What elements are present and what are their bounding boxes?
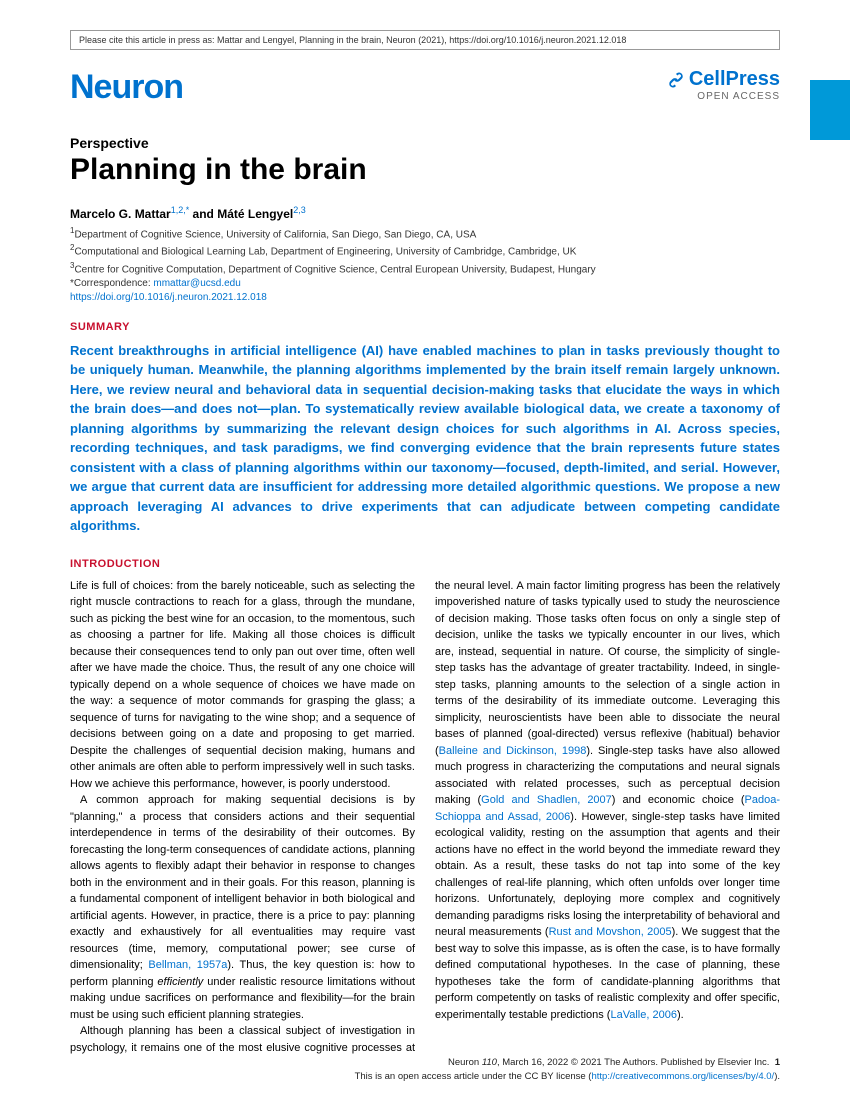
license-link[interactable]: http://creativecommons.org/licenses/by/4… — [591, 1071, 774, 1082]
correspondence-email[interactable]: mmattar@ucsd.edu — [153, 278, 240, 289]
article-type: Perspective — [70, 135, 780, 151]
open-access-label: OPEN ACCESS — [667, 91, 780, 102]
article-title: Planning in the brain — [70, 153, 780, 187]
publisher-block: CellPress OPEN ACCESS — [667, 68, 780, 102]
intro-heading: INTRODUCTION — [70, 558, 780, 570]
header: Neuron CellPress OPEN ACCESS — [70, 68, 780, 107]
author-list: Marcelo G. Mattar1,2,* and Máté Lengyel2… — [70, 205, 780, 221]
ref-lavalle[interactable]: LaValle, 2006 — [610, 1009, 676, 1021]
journal-logo: Neuron — [70, 68, 183, 107]
ref-rust[interactable]: Rust and Movshon, 2005 — [549, 926, 672, 938]
ref-gold[interactable]: Gold and Shadlen, 2007 — [481, 794, 612, 806]
page-number: 1 — [775, 1057, 780, 1068]
summary-heading: SUMMARY — [70, 321, 780, 333]
page-footer: Neuron 110, March 16, 2022 © 2021 The Au… — [355, 1056, 780, 1083]
citation-notice: Please cite this article in press as: Ma… — [70, 30, 780, 50]
affiliations: 1Department of Cognitive Science, Univer… — [70, 225, 780, 277]
intro-para-1: Life is full of choices: from the barely… — [70, 578, 415, 793]
affiliation: 2Computational and Biological Learning L… — [70, 242, 780, 259]
link-icon — [667, 71, 685, 89]
page-container: Please cite this article in press as: Ma… — [0, 0, 850, 1105]
correspondence: *Correspondence: mmattar@ucsd.edu — [70, 277, 780, 291]
ref-bellman[interactable]: Bellman, 1957a — [148, 959, 227, 971]
publisher-name: CellPress — [689, 68, 780, 91]
intro-para-2: A common approach for making sequential … — [70, 792, 415, 1023]
summary-text: Recent breakthroughs in artificial intel… — [70, 341, 780, 536]
ref-balleine[interactable]: Balleine and Dickinson, 1998 — [439, 745, 587, 757]
affiliation: 3Centre for Cognitive Computation, Depar… — [70, 260, 780, 277]
doi-link[interactable]: https://doi.org/10.1016/j.neuron.2021.12… — [70, 292, 267, 303]
body-text: Life is full of choices: from the barely… — [70, 578, 780, 1057]
affiliation: 1Department of Cognitive Science, Univer… — [70, 225, 780, 242]
